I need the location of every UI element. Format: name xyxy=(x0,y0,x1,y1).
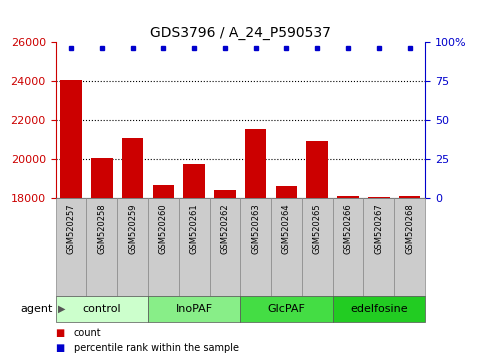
Text: GSM520268: GSM520268 xyxy=(405,203,414,254)
Bar xyxy=(302,198,333,296)
Bar xyxy=(153,185,174,354)
Text: GSM520260: GSM520260 xyxy=(159,203,168,254)
Bar xyxy=(333,198,364,296)
Bar xyxy=(117,198,148,296)
Bar xyxy=(122,138,143,354)
Bar xyxy=(148,198,179,296)
Bar xyxy=(56,296,148,322)
Bar xyxy=(148,296,241,322)
Text: GSM520264: GSM520264 xyxy=(282,203,291,254)
Bar xyxy=(307,141,328,354)
Bar xyxy=(399,196,420,354)
Text: GSM520258: GSM520258 xyxy=(97,203,106,254)
Bar xyxy=(86,198,117,296)
Bar xyxy=(276,185,297,354)
Bar xyxy=(333,296,425,322)
Bar xyxy=(368,197,390,354)
Bar xyxy=(240,198,271,296)
Text: GSM520259: GSM520259 xyxy=(128,203,137,253)
Text: ■: ■ xyxy=(56,343,68,353)
Text: ▶: ▶ xyxy=(58,304,66,314)
Bar xyxy=(60,80,82,354)
Text: control: control xyxy=(83,304,121,314)
Bar xyxy=(210,198,240,296)
Text: GlcPAF: GlcPAF xyxy=(268,304,305,314)
Bar xyxy=(364,198,394,296)
Text: edelfosine: edelfosine xyxy=(350,304,408,314)
Text: GSM520266: GSM520266 xyxy=(343,203,353,254)
Bar xyxy=(337,196,359,354)
Text: GSM520262: GSM520262 xyxy=(220,203,229,254)
Title: GDS3796 / A_24_P590537: GDS3796 / A_24_P590537 xyxy=(150,26,331,40)
Bar xyxy=(394,198,425,296)
Text: percentile rank within the sample: percentile rank within the sample xyxy=(74,343,239,353)
Text: InoPAF: InoPAF xyxy=(175,304,213,314)
Text: GSM520267: GSM520267 xyxy=(374,203,384,254)
Bar xyxy=(214,190,236,354)
Bar xyxy=(245,129,267,354)
Bar xyxy=(56,198,86,296)
Text: GSM520257: GSM520257 xyxy=(67,203,75,254)
Text: count: count xyxy=(74,329,101,338)
Bar xyxy=(91,158,113,354)
Bar xyxy=(184,164,205,354)
Text: ■: ■ xyxy=(56,329,68,338)
Text: GSM520263: GSM520263 xyxy=(251,203,260,254)
Bar xyxy=(271,198,302,296)
Bar xyxy=(240,296,333,322)
Text: agent: agent xyxy=(21,304,53,314)
Text: GSM520265: GSM520265 xyxy=(313,203,322,254)
Text: GSM520261: GSM520261 xyxy=(190,203,199,254)
Bar xyxy=(179,198,210,296)
